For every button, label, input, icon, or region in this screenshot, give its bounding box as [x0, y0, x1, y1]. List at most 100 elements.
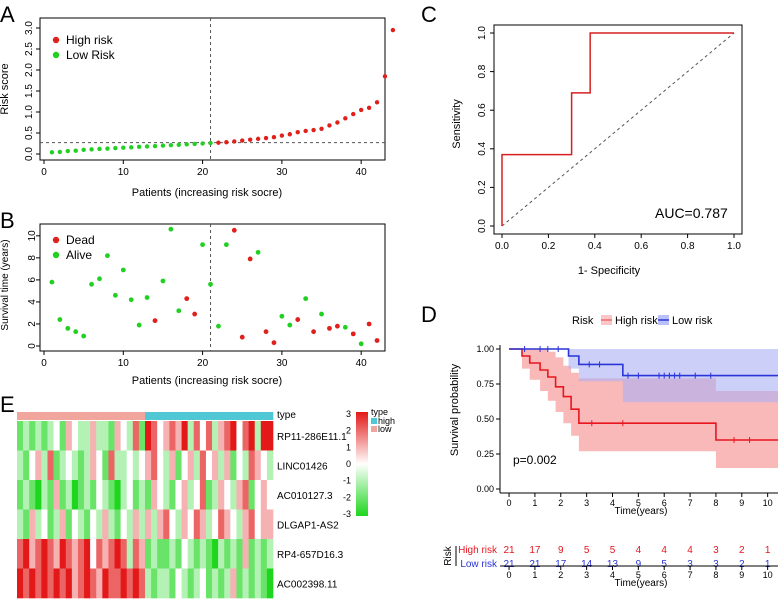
heatmap-cell: [157, 421, 164, 451]
dead-point: [366, 321, 372, 327]
type-legend-title: type: [371, 407, 388, 417]
heatmap-cell: [35, 450, 42, 481]
high-risk-point: [216, 140, 221, 145]
type-cell: [224, 412, 231, 420]
dead-point: [192, 311, 198, 317]
heatmap-cell: [224, 450, 231, 481]
type-cell: [236, 412, 243, 420]
heatmap-cell: [84, 450, 91, 481]
type-cell: [266, 412, 274, 420]
heatmap-cell: [169, 421, 176, 451]
heatmap-cell: [35, 421, 42, 451]
x-tick-label: 0: [41, 358, 47, 369]
heatmap-cell: [248, 480, 256, 510]
type-cell: [151, 412, 158, 420]
risk-table-tick-label: 4: [610, 570, 615, 580]
heatmap-cell: [53, 450, 60, 481]
heatmap-cell: [193, 568, 201, 599]
heatmap-cell: [120, 539, 128, 569]
type-cell: [254, 412, 262, 420]
low-risk-point: [113, 145, 118, 151]
heatmap-cell: [199, 539, 207, 569]
low-risk-point: [89, 147, 94, 152]
y-tick-label: 2.0: [24, 63, 35, 77]
heatmap-cell: [187, 509, 195, 540]
risk-table-value: 4: [636, 545, 642, 556]
high-risk-point: [271, 135, 277, 140]
high-risk-point: [311, 127, 316, 133]
heatmap-cell: [163, 568, 170, 599]
heatmap-cell: [96, 421, 103, 451]
x-tick-label: 0.0: [495, 241, 509, 252]
heatmap-cell: [242, 539, 249, 569]
heatmap-cell: [248, 509, 256, 540]
heatmap-cell: [96, 509, 103, 540]
heatmap-cell: [218, 421, 225, 451]
heatmap-cell: [102, 509, 109, 540]
low-risk-point: [57, 149, 63, 155]
heatmap-cell: [41, 450, 48, 481]
heatmap-cell: [163, 539, 170, 569]
heatmap-cell: [157, 568, 164, 599]
heatmap-cell: [218, 509, 225, 540]
type-cell: [218, 412, 225, 420]
x-tick-label: 40: [356, 167, 368, 178]
risk-table-x-label: Time(years): [615, 578, 668, 589]
heatmap-cell: [224, 568, 231, 599]
risk-table-row-label: Low risk: [460, 559, 498, 570]
heatmap-cell: [35, 509, 42, 540]
dead-point: [311, 329, 316, 335]
heatmap-cell: [77, 568, 85, 599]
heatmap-cell: [242, 450, 249, 481]
alive-point: [128, 297, 134, 303]
heatmap-cell: [260, 509, 268, 540]
alive-point: [200, 242, 205, 248]
type-cell: [47, 412, 54, 420]
low-risk-point: [160, 143, 166, 148]
risk-table-value: 5: [584, 545, 590, 556]
heatmap-cell: [175, 421, 182, 451]
heatmap-cell: [181, 480, 188, 510]
heatmap-cell: [114, 509, 121, 540]
heatmap-cell: [53, 539, 60, 569]
alive-point: [105, 253, 110, 259]
heatmap-cell: [59, 480, 67, 510]
y-tick-label: 8: [27, 255, 38, 261]
heatmap-cell: [132, 450, 140, 481]
type-cell: [157, 412, 164, 420]
heatmap-cell: [59, 450, 67, 481]
high-risk-point: [247, 137, 253, 142]
y-tick-label: 0.0: [477, 219, 488, 233]
gene-label: LINC01426: [277, 461, 328, 472]
heatmap-cell: [35, 568, 42, 599]
alive-point: [97, 276, 102, 282]
heatmap-cell: [242, 421, 249, 451]
alive-point: [120, 267, 126, 273]
x-tick-label: 30: [276, 358, 288, 369]
heatmap-cell: [138, 421, 146, 451]
heatmap-cell: [205, 421, 213, 451]
y-tick-label: 10: [27, 230, 38, 242]
heatmap-cell: [193, 539, 201, 569]
heatmap-cell: [17, 509, 24, 540]
heatmap-cell: [212, 480, 219, 510]
alive-point: [65, 325, 71, 331]
color-scale-bar: [356, 412, 368, 516]
panel-label-c: C: [421, 2, 437, 27]
high-risk-point: [335, 120, 340, 125]
heatmap-cell: [71, 509, 79, 540]
high-risk-point: [255, 136, 261, 142]
high-risk-point: [390, 27, 396, 33]
y-axis-label: Sensitivity: [451, 99, 463, 149]
alive-point: [319, 311, 324, 317]
heatmap-cell: [41, 539, 48, 569]
color-scale-tick-label: 2: [346, 426, 351, 436]
heatmap-cell: [102, 568, 109, 599]
heatmap-cell: [230, 480, 237, 510]
alive-point: [287, 322, 293, 328]
heatmap-cell: [187, 568, 195, 599]
gene-label: RP4-657D16.3: [277, 550, 344, 561]
heatmap-cell: [29, 450, 36, 481]
type-cell: [59, 412, 67, 420]
x-tick-label: 40: [356, 358, 368, 369]
